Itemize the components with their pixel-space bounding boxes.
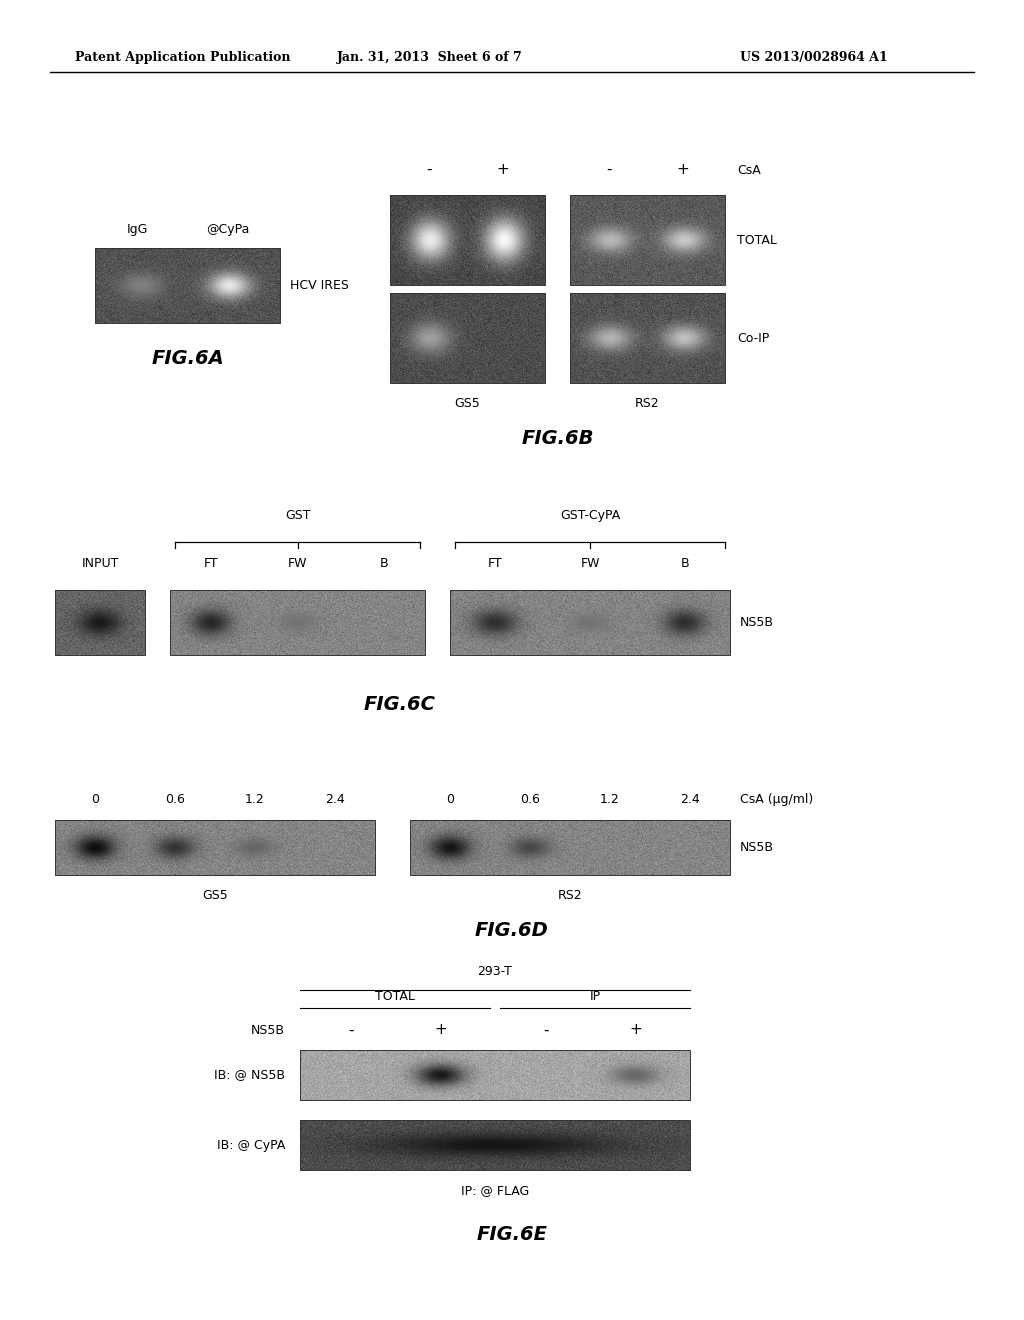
- Text: B: B: [380, 557, 388, 570]
- Bar: [390, 195, 545, 285]
- Text: 0.6: 0.6: [165, 793, 185, 807]
- Text: B: B: [681, 557, 689, 570]
- Text: FIG.6E: FIG.6E: [476, 1225, 548, 1245]
- Bar: [450, 590, 730, 655]
- Text: IP: @ FLAG: IP: @ FLAG: [461, 1184, 529, 1197]
- Text: RS2: RS2: [635, 397, 659, 411]
- Text: FIG.6B: FIG.6B: [521, 429, 594, 447]
- Text: GS5: GS5: [455, 397, 480, 411]
- Text: Jan. 31, 2013  Sheet 6 of 7: Jan. 31, 2013 Sheet 6 of 7: [337, 51, 523, 65]
- Text: GST: GST: [285, 510, 310, 521]
- Text: 293-T: 293-T: [477, 965, 512, 978]
- Text: -: -: [606, 162, 611, 177]
- Text: FW: FW: [581, 557, 600, 570]
- Bar: [570, 195, 725, 285]
- Text: @CyPa: @CyPa: [207, 223, 250, 236]
- Text: +: +: [434, 1023, 446, 1038]
- Bar: [55, 590, 145, 655]
- Text: HCV IRES: HCV IRES: [290, 279, 349, 292]
- Text: CsA: CsA: [737, 164, 761, 177]
- Bar: [410, 820, 730, 875]
- Text: IP: IP: [590, 990, 600, 1003]
- Bar: [95, 248, 280, 323]
- Text: TOTAL: TOTAL: [737, 234, 777, 247]
- Text: FT: FT: [487, 557, 502, 570]
- Text: IB: @ NS5B: IB: @ NS5B: [214, 1068, 285, 1081]
- Text: 0: 0: [91, 793, 99, 807]
- Text: NS5B: NS5B: [251, 1023, 285, 1036]
- Text: 0: 0: [446, 793, 454, 807]
- Text: 1.2: 1.2: [245, 793, 265, 807]
- Text: 1.2: 1.2: [600, 793, 620, 807]
- Text: NS5B: NS5B: [740, 841, 774, 854]
- Text: FIG.6A: FIG.6A: [152, 348, 224, 367]
- Bar: [170, 590, 425, 655]
- Text: +: +: [629, 1023, 642, 1038]
- Text: 0.6: 0.6: [520, 793, 540, 807]
- Text: RS2: RS2: [558, 888, 583, 902]
- Bar: [300, 1049, 690, 1100]
- Bar: [390, 293, 545, 383]
- Text: GS5: GS5: [202, 888, 228, 902]
- Text: -: -: [348, 1023, 353, 1038]
- Text: Patent Application Publication: Patent Application Publication: [75, 51, 291, 65]
- Text: +: +: [497, 162, 510, 177]
- Bar: [55, 820, 375, 875]
- Text: IB: @ CyPA: IB: @ CyPA: [217, 1138, 285, 1151]
- Text: INPUT: INPUT: [81, 557, 119, 570]
- Text: NS5B: NS5B: [740, 616, 774, 630]
- Text: -: -: [543, 1023, 549, 1038]
- Text: FW: FW: [288, 557, 307, 570]
- Text: TOTAL: TOTAL: [375, 990, 415, 1003]
- Text: CsA (μg/ml): CsA (μg/ml): [740, 793, 813, 807]
- Text: -: -: [426, 162, 431, 177]
- Text: GST-CyPA: GST-CyPA: [560, 510, 621, 521]
- Text: 2.4: 2.4: [326, 793, 345, 807]
- Bar: [570, 293, 725, 383]
- Text: FIG.6C: FIG.6C: [365, 696, 436, 714]
- Text: Co-IP: Co-IP: [737, 331, 769, 345]
- Text: IgG: IgG: [127, 223, 148, 236]
- Text: 2.4: 2.4: [680, 793, 699, 807]
- Bar: [300, 1119, 690, 1170]
- Text: US 2013/0028964 A1: US 2013/0028964 A1: [740, 51, 888, 65]
- Text: FT: FT: [204, 557, 218, 570]
- Text: +: +: [677, 162, 689, 177]
- Text: FIG.6D: FIG.6D: [475, 920, 549, 940]
